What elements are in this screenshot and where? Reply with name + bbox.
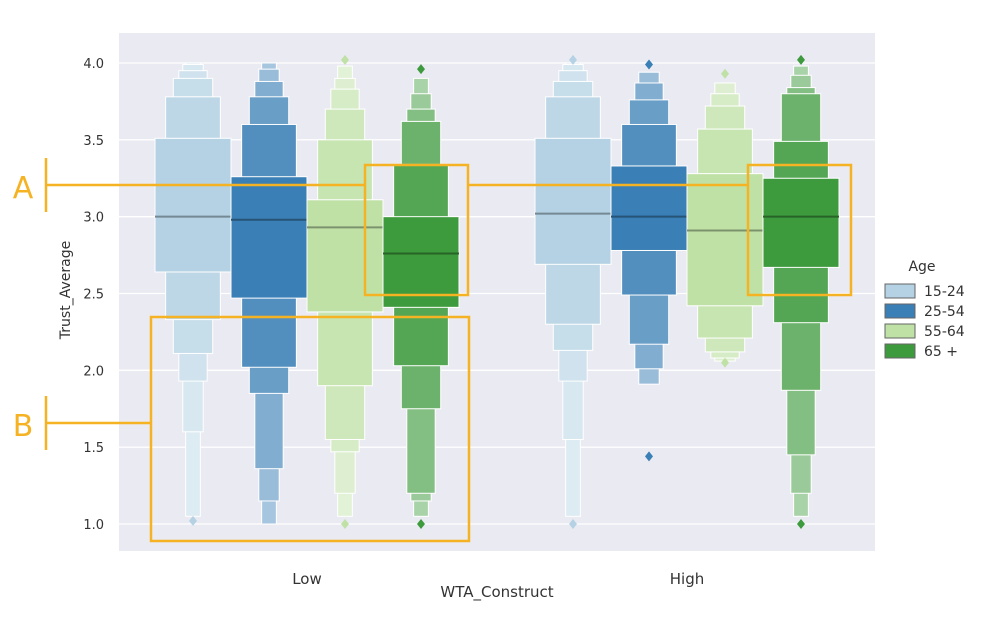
boxen-level [154, 137, 232, 273]
legend-swatch [884, 323, 916, 339]
x-tick-label: High [670, 570, 704, 588]
x-tick-label: Low [292, 570, 322, 588]
legend: Age 15-24 25-54 55-64 65 + [884, 259, 965, 360]
legend-entry: 65 + [924, 344, 958, 360]
outlier-marker [417, 64, 425, 75]
outlier-marker [417, 519, 425, 529]
axis-layer: Trust_Average WTA_Construct 1.0 1.5 2.0 2.5… [58, 57, 704, 602]
outlier-marker [645, 451, 653, 462]
boxen-group [382, 64, 460, 529]
y-tick-label: 2.0 [83, 364, 104, 379]
legend-entry: 15-24 [924, 284, 965, 300]
annotation-layer: AB [13, 158, 853, 543]
outlier-marker [569, 519, 577, 529]
boxen-group [230, 62, 308, 525]
boxen-level [230, 176, 308, 299]
y-tick-label: 3.5 [83, 134, 104, 149]
y-tick-label: 1.5 [83, 441, 104, 456]
boxen-level [686, 173, 764, 307]
annotation-box-a-high [746, 163, 853, 297]
legend-entry: 25-54 [924, 304, 965, 320]
y-tick-label: 4.0 [83, 57, 104, 72]
outlier-marker [797, 519, 805, 529]
boxen-level [306, 199, 384, 313]
boxen-level [762, 177, 840, 268]
legend-swatch [884, 303, 916, 319]
boxen-group [534, 54, 612, 529]
annotation-label-b: B [13, 409, 34, 444]
outlier-marker [341, 54, 349, 65]
outlier-marker [797, 54, 805, 65]
boxen-group [610, 59, 688, 462]
outlier-marker [645, 59, 653, 70]
y-axis-label: Trust_Average [58, 241, 74, 340]
outlier-marker [341, 519, 349, 529]
x-axis-label: WTA_Construct [440, 583, 553, 602]
boxen-level [382, 216, 460, 308]
boxen-group [686, 68, 764, 368]
outlier-marker [721, 68, 729, 79]
outlier-marker [569, 54, 577, 65]
boxen-group [154, 62, 232, 526]
annotation-label-a: A [13, 171, 34, 206]
boxen-level [534, 137, 612, 265]
legend-swatch [884, 283, 916, 299]
legend-entry: 55-64 [924, 324, 965, 340]
outlier-marker [189, 515, 197, 526]
y-tick-label: 2.5 [83, 288, 104, 303]
boxen-group [762, 54, 840, 529]
boxen-level [610, 165, 688, 251]
annotation-box-a-low [363, 163, 470, 297]
outlier-marker [721, 357, 729, 368]
y-tick-label: 3.0 [83, 211, 104, 226]
y-tick-label: 1.0 [83, 518, 104, 533]
legend-swatch [884, 343, 916, 359]
annotation-box-b [149, 315, 471, 543]
boxen-group [306, 54, 384, 529]
box-layer [154, 54, 840, 529]
legend-title: Age [908, 259, 935, 275]
